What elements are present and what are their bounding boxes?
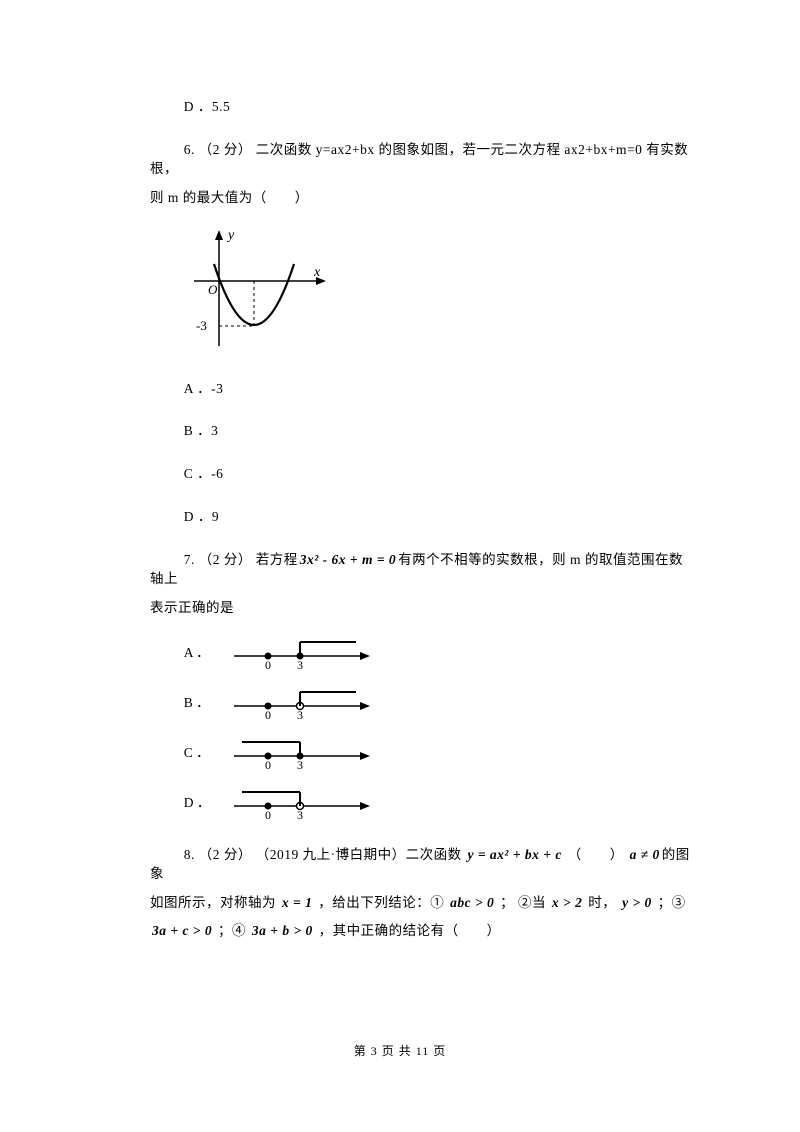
- q6-option-d: D ．9: [150, 508, 690, 527]
- q6-graph: y x O -3: [184, 226, 690, 356]
- q8-f4: abc > 0: [450, 895, 494, 910]
- q7-formula: 3x² - 6x + m = 0: [300, 552, 396, 567]
- nline-d-3: 3: [297, 808, 303, 822]
- page-footer: 第 3 页 共 11 页: [0, 1043, 800, 1060]
- q5-option-d: D ．5.5: [150, 98, 690, 117]
- q6-option-a: A ．-3: [150, 380, 690, 399]
- parabola-graph: y x O -3: [184, 226, 334, 356]
- q7-optc-label: C ．: [184, 744, 210, 763]
- q8-t1: 8. （2 分） （2019 九上·博白期中）二次函数: [184, 847, 466, 862]
- q7-opta-label: A ．: [184, 644, 210, 663]
- numberline-d: 0 3: [228, 786, 378, 822]
- numberline-c: 0 3: [228, 736, 378, 772]
- q7-text1: 7. （2 分） 若方程: [184, 552, 298, 567]
- q8-t2c: ； ②当: [496, 895, 550, 910]
- ytick-neg3: -3: [196, 318, 207, 333]
- y-axis-label: y: [226, 228, 235, 243]
- q8-t2d: 时，: [584, 895, 620, 910]
- q8-f3: x = 1: [282, 895, 312, 910]
- origin-label: O: [208, 282, 218, 297]
- q8-f8: 3a + b > 0: [252, 923, 313, 938]
- q8-f2: a ≠ 0: [630, 847, 660, 862]
- nline-b-3: 3: [297, 708, 303, 722]
- numberline-b: 0 3: [228, 686, 378, 722]
- nline-a-3: 3: [297, 658, 303, 672]
- nline-c-3: 3: [297, 758, 303, 772]
- q7-option-c: C ． 0 3: [150, 736, 690, 772]
- q7-option-d: D ． 0 3: [150, 786, 690, 822]
- q6-stem-line1: 6. （2 分） 二次函数 y=ax2+bx 的图象如图，若一元二次方程 ax2…: [150, 141, 690, 179]
- q7-option-a: A ． 0 3: [150, 636, 690, 672]
- q8-t2a: 如图所示，对称轴为: [150, 895, 280, 910]
- q7-stem-line2: 表示正确的是: [150, 599, 690, 618]
- q8-stem-line3: 3a + c > 0 ；④ 3a + b > 0 ，其中正确的结论有（ ）: [150, 922, 690, 941]
- q7-stem-line1: 7. （2 分） 若方程3x² - 6x + m = 0有两个不相等的实数根，则…: [150, 551, 690, 589]
- nline-b-0: 0: [265, 708, 271, 722]
- nline-d-0: 0: [265, 808, 271, 822]
- nline-c-0: 0: [265, 758, 271, 772]
- q6-option-c: C ．-6: [150, 465, 690, 484]
- q7-option-b: B ． 0 3: [150, 686, 690, 722]
- q8-stem-line2: 如图所示，对称轴为 x = 1 ，给出下列结论：① abc > 0 ； ②当 x…: [150, 894, 690, 913]
- numberline-a: 0 3: [228, 636, 378, 672]
- q8-f7: 3a + c > 0: [152, 923, 212, 938]
- nline-a-0: 0: [265, 658, 271, 672]
- q7-optb-label: B ．: [184, 694, 210, 713]
- q8-t2e: ；③: [654, 895, 686, 910]
- q7-optd-label: D ．: [184, 794, 211, 813]
- page-container: D ．5.5 6. （2 分） 二次函数 y=ax2+bx 的图象如图，若一元二…: [0, 0, 800, 941]
- q8-stem-line1: 8. （2 分） （2019 九上·博白期中）二次函数 y = ax² + bx…: [150, 846, 690, 884]
- q8-f5: x > 2: [552, 895, 582, 910]
- q8-t3b: ，其中正确的结论有（ ）: [315, 923, 501, 938]
- q6-stem-line2: 则 m 的最大值为（ ）: [150, 189, 690, 208]
- q8-f6: y > 0: [622, 895, 652, 910]
- q6-option-b: B ．3: [150, 422, 690, 441]
- q8-paren: （ ）: [564, 847, 628, 862]
- q8-t3a: ；④: [214, 923, 250, 938]
- q8-t2b: ，给出下列结论：①: [314, 895, 448, 910]
- q8-f1: y = ax² + bx + c: [468, 847, 562, 862]
- x-axis-label: x: [313, 265, 321, 280]
